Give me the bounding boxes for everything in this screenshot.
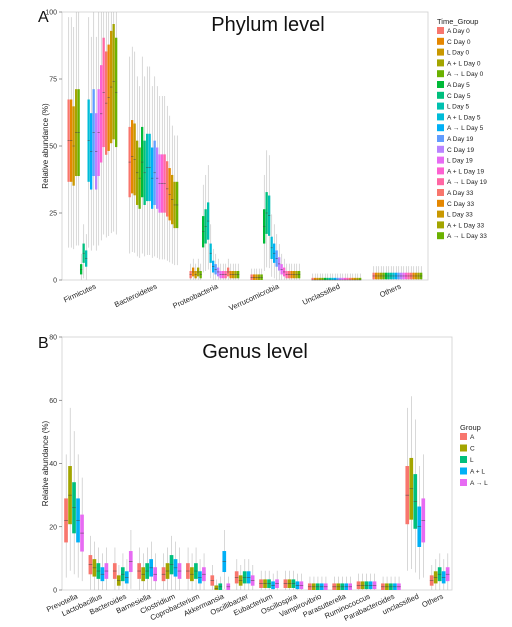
- legend-label: A → L Day 19: [447, 179, 487, 186]
- y-tick-label: 0: [53, 278, 57, 285]
- chart-title: Phylum level: [211, 14, 324, 36]
- box: [318, 277, 322, 280]
- legend-swatch: [437, 167, 444, 175]
- box: [344, 277, 347, 280]
- box: [331, 277, 334, 280]
- box: [321, 277, 324, 280]
- legend-label: L Day 19: [447, 158, 473, 165]
- legend-label: C: [470, 446, 475, 453]
- box: [346, 277, 349, 280]
- box: [328, 277, 332, 280]
- legend-swatch: [460, 433, 467, 440]
- y-tick-label: 50: [49, 144, 57, 151]
- legend-label: L: [470, 457, 474, 464]
- plot-area: [61, 11, 429, 281]
- legend-label: A → L Day 5: [447, 125, 484, 132]
- panel-a: A Phylum level Relative abundance (%) 0 25 50…: [38, 9, 487, 313]
- y-tick-label: 60: [49, 398, 57, 405]
- box: [351, 277, 354, 280]
- box: [336, 277, 339, 280]
- legend-swatch: [437, 70, 444, 78]
- legend-swatch: [437, 145, 444, 153]
- box: [349, 277, 352, 280]
- legend-swatch: [437, 113, 444, 121]
- y-axis-label: Relative abundance (%): [41, 103, 50, 189]
- panel-b: B Genus level Relative abundance (%) 0 20 40 6…: [38, 335, 488, 623]
- legend-label: A + L Day 33: [447, 222, 485, 229]
- plot-area: [61, 336, 453, 591]
- legend-label: L Day 33: [447, 212, 473, 219]
- legend-swatch: [437, 210, 444, 218]
- legend-label: A Day 33: [447, 190, 474, 197]
- legend-swatch: [437, 232, 444, 240]
- legend-swatch: [437, 221, 444, 229]
- legend-label: A → L Day 33: [447, 233, 487, 240]
- legend-title: Group: [460, 423, 481, 432]
- box: [313, 277, 317, 280]
- legend-label: A Day 19: [447, 136, 474, 143]
- y-tick-label: 100: [45, 10, 57, 17]
- legend-swatch: [437, 156, 444, 164]
- legend-label: A → L: [470, 480, 488, 487]
- y-tick-label: 25: [49, 211, 57, 218]
- legend-swatch: [437, 48, 444, 56]
- box: [359, 277, 362, 280]
- legend-label: L Day 0: [447, 50, 470, 57]
- legend-swatch: [437, 37, 444, 45]
- legend-swatch: [437, 102, 444, 110]
- legend-swatch: [437, 178, 444, 186]
- y-tick-label: 0: [53, 588, 57, 595]
- y-tick-label: 40: [49, 461, 57, 468]
- y-tick-label: 80: [49, 335, 57, 342]
- legend-label: A + L Day 19: [447, 168, 485, 175]
- panel-letter: B: [38, 335, 49, 352]
- legend-swatch: [437, 59, 444, 67]
- chart-title: Genus level: [202, 341, 308, 363]
- box: [316, 277, 319, 280]
- y-tick-label: 75: [49, 77, 57, 84]
- box: [333, 277, 337, 280]
- legend-label: A Day 5: [447, 82, 470, 89]
- legend-label: A → L Day 0: [447, 71, 484, 78]
- box: [356, 277, 359, 280]
- legend-swatch: [437, 135, 444, 142]
- legend-swatch: [460, 444, 467, 452]
- legend-swatch: [437, 81, 444, 88]
- legend-swatch: [437, 189, 444, 196]
- legend-swatch: [437, 199, 444, 207]
- legend-swatch: [437, 27, 444, 34]
- box: [311, 277, 314, 280]
- legend-label: A + L Day 0: [447, 60, 481, 67]
- box: [214, 585, 219, 590]
- legend-label: A: [470, 434, 475, 441]
- legend-title: Time_Group: [437, 17, 478, 26]
- box: [339, 277, 342, 280]
- legend-label: C Day 5: [447, 93, 471, 100]
- legend-swatch: [437, 91, 444, 99]
- panel-letter: A: [38, 9, 49, 26]
- box: [354, 277, 357, 280]
- legend-swatch: [437, 124, 444, 132]
- box: [323, 277, 327, 280]
- y-tick-label: 20: [49, 524, 57, 531]
- legend-swatch: [460, 479, 467, 486]
- box: [326, 277, 329, 280]
- legend-label: A Day 0: [447, 28, 470, 35]
- legend-label: C Day 33: [447, 201, 474, 208]
- legend-label: A + L: [470, 469, 485, 476]
- y-axis-label: Relative abundance (%): [41, 420, 50, 506]
- legend-swatch: [460, 456, 467, 463]
- legend-swatch: [460, 467, 467, 475]
- legend-label: C Day 19: [447, 147, 474, 154]
- box: [341, 277, 344, 280]
- legend-label: L Day 5: [447, 104, 470, 111]
- legend-label: A + L Day 5: [447, 114, 481, 121]
- legend-label: C Day 0: [447, 39, 471, 46]
